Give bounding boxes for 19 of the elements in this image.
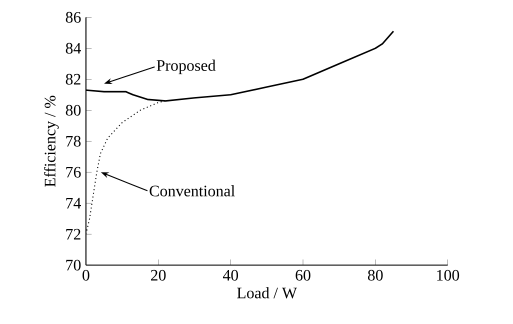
y-tick-label: 72: [66, 228, 80, 240]
x-tick-label: 20: [151, 270, 166, 281]
x-tick-label: 60: [296, 270, 310, 281]
annotation: Conventional: [150, 185, 235, 197]
x-tick-label: 100: [437, 270, 460, 281]
x-axis-title: Load / W: [237, 287, 298, 299]
y-tick-label: 82: [66, 74, 80, 85]
x-tick-label: 80: [368, 270, 383, 281]
y-tick-label: 84: [66, 43, 81, 54]
y-axis-title: Efficiency / %: [44, 96, 59, 187]
y-tick-label: 86: [66, 12, 81, 23]
x-tick-label: 40: [222, 270, 238, 281]
y-tick-label: 78: [66, 136, 81, 147]
y-tick-label: 76: [66, 166, 81, 178]
y-tick-label: 74: [66, 198, 81, 209]
annotation: Proposed: [156, 60, 216, 74]
y-tick-label: 80: [66, 104, 81, 116]
x-tick-label: 0: [82, 270, 90, 281]
y-tick-label: 70: [66, 260, 81, 271]
